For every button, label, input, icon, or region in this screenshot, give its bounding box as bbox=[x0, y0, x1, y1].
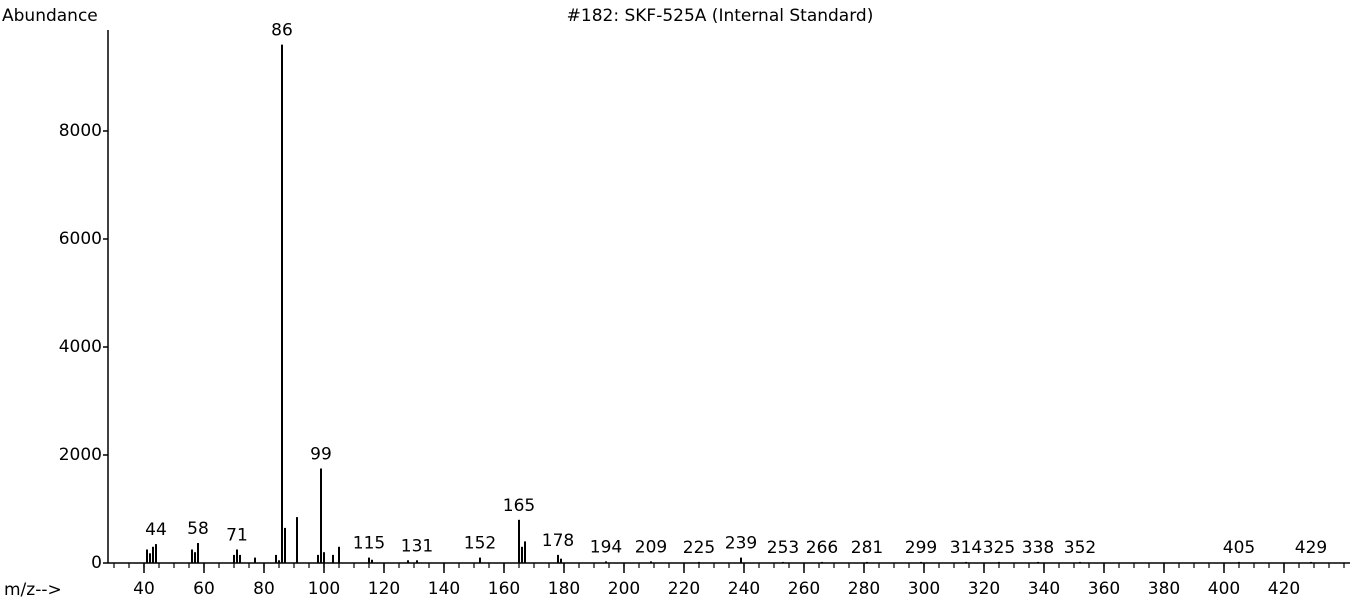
peak-label: 194 bbox=[590, 537, 622, 557]
x-tick-label: 260 bbox=[788, 579, 820, 599]
x-tick-label: 320 bbox=[968, 579, 1000, 599]
x-tick-label: 240 bbox=[728, 579, 760, 599]
peak-label: 131 bbox=[401, 536, 433, 556]
x-tick-label: 340 bbox=[1028, 579, 1060, 599]
x-tick-label: 380 bbox=[1148, 579, 1180, 599]
x-tick-label: 360 bbox=[1088, 579, 1120, 599]
peak-label: 253 bbox=[767, 538, 799, 558]
x-tick-label: 160 bbox=[488, 579, 520, 599]
peak-label: 429 bbox=[1295, 538, 1327, 558]
peak-label: 115 bbox=[353, 534, 385, 554]
y-tick-label: 2000 bbox=[59, 445, 102, 465]
peak-label: 239 bbox=[725, 534, 757, 554]
x-tick-label: 300 bbox=[908, 579, 940, 599]
peak-label: 44 bbox=[145, 520, 167, 540]
x-tick-label: 60 bbox=[193, 579, 215, 599]
x-tick-label: 280 bbox=[848, 579, 880, 599]
peak-label: 71 bbox=[226, 525, 248, 545]
peak-label: 209 bbox=[635, 537, 667, 557]
y-tick-label: 0 bbox=[91, 553, 102, 573]
peak-label: 86 bbox=[271, 21, 293, 41]
peak-label: 352 bbox=[1064, 538, 1096, 558]
peak-label: 165 bbox=[503, 496, 535, 516]
x-axis-title: m/z--> bbox=[4, 580, 62, 600]
x-tick-label: 200 bbox=[608, 579, 640, 599]
y-tick-label: 6000 bbox=[59, 229, 102, 249]
y-axis-title: Abundance bbox=[2, 6, 98, 26]
x-tick-label: 80 bbox=[253, 579, 275, 599]
x-tick-label: 40 bbox=[133, 579, 155, 599]
peak-label: 152 bbox=[464, 534, 496, 554]
x-tick-label: 100 bbox=[308, 579, 340, 599]
peak-label: 314 bbox=[950, 538, 982, 558]
peak-label: 325 bbox=[983, 538, 1015, 558]
x-tick-label: 420 bbox=[1268, 579, 1300, 599]
x-tick-label: 120 bbox=[368, 579, 400, 599]
y-tick-label: 8000 bbox=[59, 121, 102, 141]
peak-label: 58 bbox=[187, 519, 209, 539]
peak-label: 178 bbox=[542, 531, 574, 551]
chart-title: #182: SKF-525A (Internal Standard) bbox=[567, 6, 874, 26]
peak-label: 299 bbox=[905, 538, 937, 558]
x-tick-label: 180 bbox=[548, 579, 580, 599]
peak-label: 99 bbox=[310, 444, 332, 464]
peak-label: 405 bbox=[1223, 538, 1255, 558]
peak-label: 225 bbox=[683, 538, 715, 558]
peak-label: 281 bbox=[851, 538, 883, 558]
x-tick-label: 140 bbox=[428, 579, 460, 599]
peak-label: 338 bbox=[1022, 538, 1054, 558]
x-tick-label: 400 bbox=[1208, 579, 1240, 599]
peak-label: 266 bbox=[806, 538, 838, 558]
y-tick-label: 4000 bbox=[59, 337, 102, 357]
x-tick-label: 220 bbox=[668, 579, 700, 599]
